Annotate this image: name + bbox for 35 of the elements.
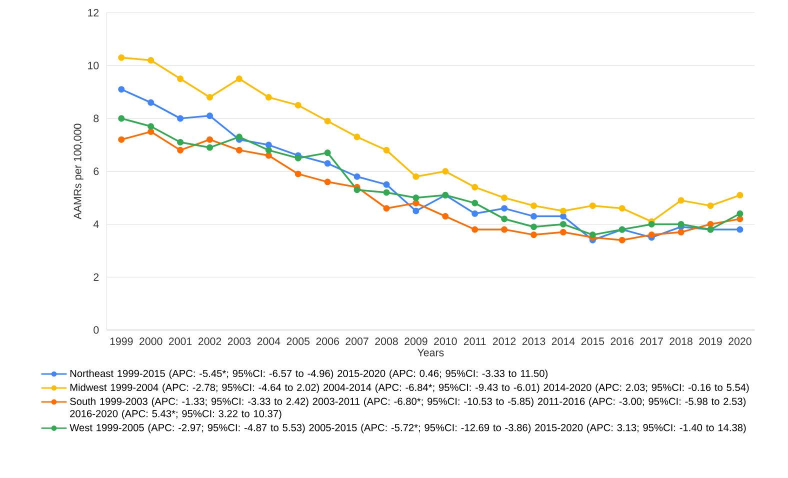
x-tick-label: 2004 <box>257 338 280 346</box>
x-tick-label: 2008 <box>375 338 398 346</box>
y-axis-title: AAMRs per 100,000 <box>74 124 84 220</box>
y-tick-label: 4 <box>93 220 99 228</box>
legend-label: Midwest 1999-2004 (APC: -2.78; 95%CI: -4.64 to 2.02) 2004-2014 (APC: -6.84*; 95%CI: -9.43 to -6.01) 2014-2020 (APC: 2.03; 95%CI: -0.16 to 5.54) <box>70 384 749 394</box>
x-tick-label: 2006 <box>316 338 339 346</box>
x-tick-label: 2018 <box>670 338 692 346</box>
x-tick-label: 2013 <box>522 338 546 346</box>
x-tick-label: 2015 <box>581 338 604 346</box>
y-tick-label: 8 <box>94 114 99 122</box>
x-tick-label: 2000 <box>140 338 162 346</box>
x-tick-label: 2002 <box>198 338 222 346</box>
x-tick-label: 2009 <box>404 338 428 346</box>
x-tick-label: 2011 <box>464 338 486 346</box>
x-tick-label: 2012 <box>492 338 516 346</box>
legend-label: West 1999-2005 (APC: -2.97; 95%CI: -4.87 to 5.53) 2005-2015 (APC: -5.72*; 95%CI: -12.69 to -3.86) 2015-2020 (APC: 3.13; 95%CI: -1.40 to 14.38) <box>70 424 746 434</box>
x-tick-label: 1999 <box>110 338 133 346</box>
x-tick-label: 2007 <box>346 338 368 346</box>
x-axis-title: Years <box>417 348 444 356</box>
y-tick-label: 12 <box>88 8 99 16</box>
legend-label: Northeast 1999-2015 (APC: -5.45*; 95%CI: -6.57 to -4.96) 2015-2020 (APC: 0.46; 95%CI: -3.33 to 11.50) <box>70 370 548 380</box>
x-tick-label: 2019 <box>699 338 722 346</box>
x-tick-label: 2010 <box>434 338 457 346</box>
y-tick-label: 10 <box>88 62 99 70</box>
y-tick-label: 2 <box>94 273 99 281</box>
y-tick-label: 6 <box>94 168 99 176</box>
x-tick-label: 2016 <box>610 338 634 346</box>
x-tick-label: 2014 <box>552 338 575 346</box>
y-tick-label: 0 <box>94 326 99 334</box>
x-tick-label: 2020 <box>728 338 752 346</box>
legend-label: South 1999-2003 (APC: -1.33; 95%CI: -3.33 to 2.42) 2003-2011 (APC: -6.80*; 95%CI: -10.53 to -5.85) 2011-2016 (APC: -3.00; 95%CI: -5.98 to 2.53) 2016-2020 (APC: 5.43*; 95%CI: 3.22 to 10.37) <box>70 398 746 420</box>
x-tick-label: 2005 <box>286 338 310 346</box>
x-tick-label: 2017 <box>640 338 663 346</box>
x-tick-label: 2003 <box>228 338 251 346</box>
x-tick-label: 2001 <box>168 338 192 346</box>
